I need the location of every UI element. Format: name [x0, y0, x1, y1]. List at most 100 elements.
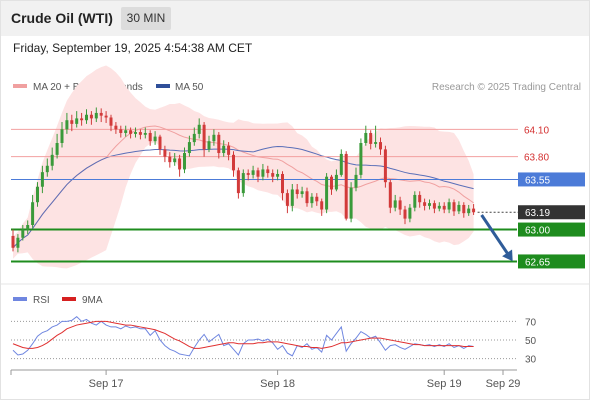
rsi-ma-legend-swatch — [62, 297, 76, 301]
candle-body — [36, 186, 39, 203]
ma20-legend-swatch — [13, 84, 27, 88]
chart-header: Crude Oil (WTI) 30 MIN — [0, 0, 590, 36]
candle-body — [290, 189, 294, 206]
candle-body — [246, 173, 250, 175]
candle-body — [197, 124, 201, 134]
candle-body — [89, 114, 93, 119]
candle-body — [134, 132, 137, 134]
candle-body — [232, 154, 235, 171]
timeframe-button[interactable]: 30 MIN — [121, 7, 171, 30]
candle-body — [212, 134, 216, 142]
ma50-line — [12, 145, 474, 249]
candle-body — [241, 173, 245, 194]
candle-body — [236, 170, 240, 194]
candle-body — [261, 169, 265, 177]
price-plot: 64.10 63.80 63.55 63.19 63.00 62.65 — [11, 65, 585, 269]
candle-body — [383, 149, 387, 183]
candle-body — [50, 154, 54, 166]
candle-body — [119, 129, 123, 133]
candle-body — [379, 142, 382, 150]
candle-body — [153, 136, 157, 142]
rsi-legend-swatch — [13, 297, 27, 301]
candle-body — [354, 174, 358, 188]
candle-body — [138, 132, 142, 135]
candle-body — [369, 132, 373, 144]
candle-body — [148, 132, 152, 142]
candle-body — [452, 202, 456, 212]
candle-body — [109, 117, 113, 126]
candle-body — [447, 202, 451, 210]
chart-datetime: Friday, September 19, 2025 4:54:38 AM CE… — [13, 41, 253, 55]
candle-body — [222, 145, 226, 154]
time-tick-label: Sep 29 — [486, 378, 521, 390]
candle-body — [45, 165, 49, 173]
level-label-62.65: 62.65 — [525, 257, 550, 268]
time-tick-label: Sep 18 — [260, 378, 295, 390]
candle-body — [31, 202, 35, 225]
candle-body — [178, 158, 182, 170]
candle-body — [305, 191, 309, 204]
candle-body — [285, 193, 289, 206]
candle-body — [21, 229, 25, 238]
candle-body — [374, 142, 378, 144]
rsi-line — [12, 316, 474, 357]
candle-body — [437, 205, 441, 209]
candle-body — [40, 172, 44, 187]
candle-body — [217, 134, 221, 154]
rsi-tick-30: 30 — [525, 355, 537, 366]
candle-body — [300, 191, 304, 195]
level-tag-63.19 — [518, 205, 585, 220]
candle-body — [364, 132, 368, 143]
candle-body — [65, 120, 69, 130]
candle-body — [251, 170, 255, 175]
candle-body — [85, 114, 88, 121]
candle-body — [163, 149, 167, 157]
candle-body — [276, 173, 280, 177]
level-tag-63.00 — [518, 222, 585, 237]
candle-body — [266, 169, 270, 174]
rsi-tick-50: 50 — [525, 336, 537, 347]
level-tag-62.65 — [518, 254, 585, 269]
level-tag-63.55 — [518, 172, 585, 187]
candle-body — [168, 156, 172, 163]
forecast-arrow — [480, 214, 513, 260]
level-label-63.80: 63.80 — [524, 153, 549, 164]
candle-body — [418, 194, 422, 203]
candle-body — [129, 130, 133, 134]
candle-body — [408, 207, 412, 219]
candle-body — [26, 225, 30, 230]
candle-body — [325, 176, 329, 210]
candle-body — [173, 158, 177, 163]
rsi-legend-label: RSI — [33, 295, 50, 306]
candle-body — [320, 201, 324, 210]
candle-body — [271, 173, 275, 177]
candle-body — [143, 132, 147, 135]
candle-body — [192, 133, 196, 143]
candle-body — [94, 112, 98, 119]
level-label-63.19: 63.19 — [525, 208, 550, 219]
candle-body — [432, 203, 436, 209]
candle-body — [388, 182, 392, 208]
candle-body — [158, 136, 162, 150]
candle-body — [359, 143, 363, 175]
rsi-plot: 70 50 30 — [11, 316, 537, 366]
candle-body — [467, 208, 471, 214]
candle-body — [398, 200, 402, 210]
level-label-64.10: 64.10 — [524, 125, 549, 136]
candle-body — [227, 145, 231, 155]
candle-body — [202, 124, 206, 150]
candle-body — [16, 237, 20, 248]
candle-body — [423, 202, 427, 206]
candle-body — [472, 208, 476, 213]
instrument-title: Crude Oil (WTI) — [11, 10, 113, 26]
candle-body — [124, 130, 128, 133]
candle-body — [256, 170, 260, 177]
level-label-63.00: 63.00 — [525, 226, 550, 237]
time-tick-label: Sep 17 — [89, 378, 124, 390]
time-tick-label: Sep 19 — [427, 378, 462, 390]
candle-body — [104, 115, 108, 118]
time-axis: Sep 17 Sep 18 Sep 19 Sep 29 — [10, 370, 521, 390]
forecast-arrow-head — [502, 249, 513, 262]
candle-body — [330, 176, 333, 190]
candle-body — [403, 209, 407, 219]
